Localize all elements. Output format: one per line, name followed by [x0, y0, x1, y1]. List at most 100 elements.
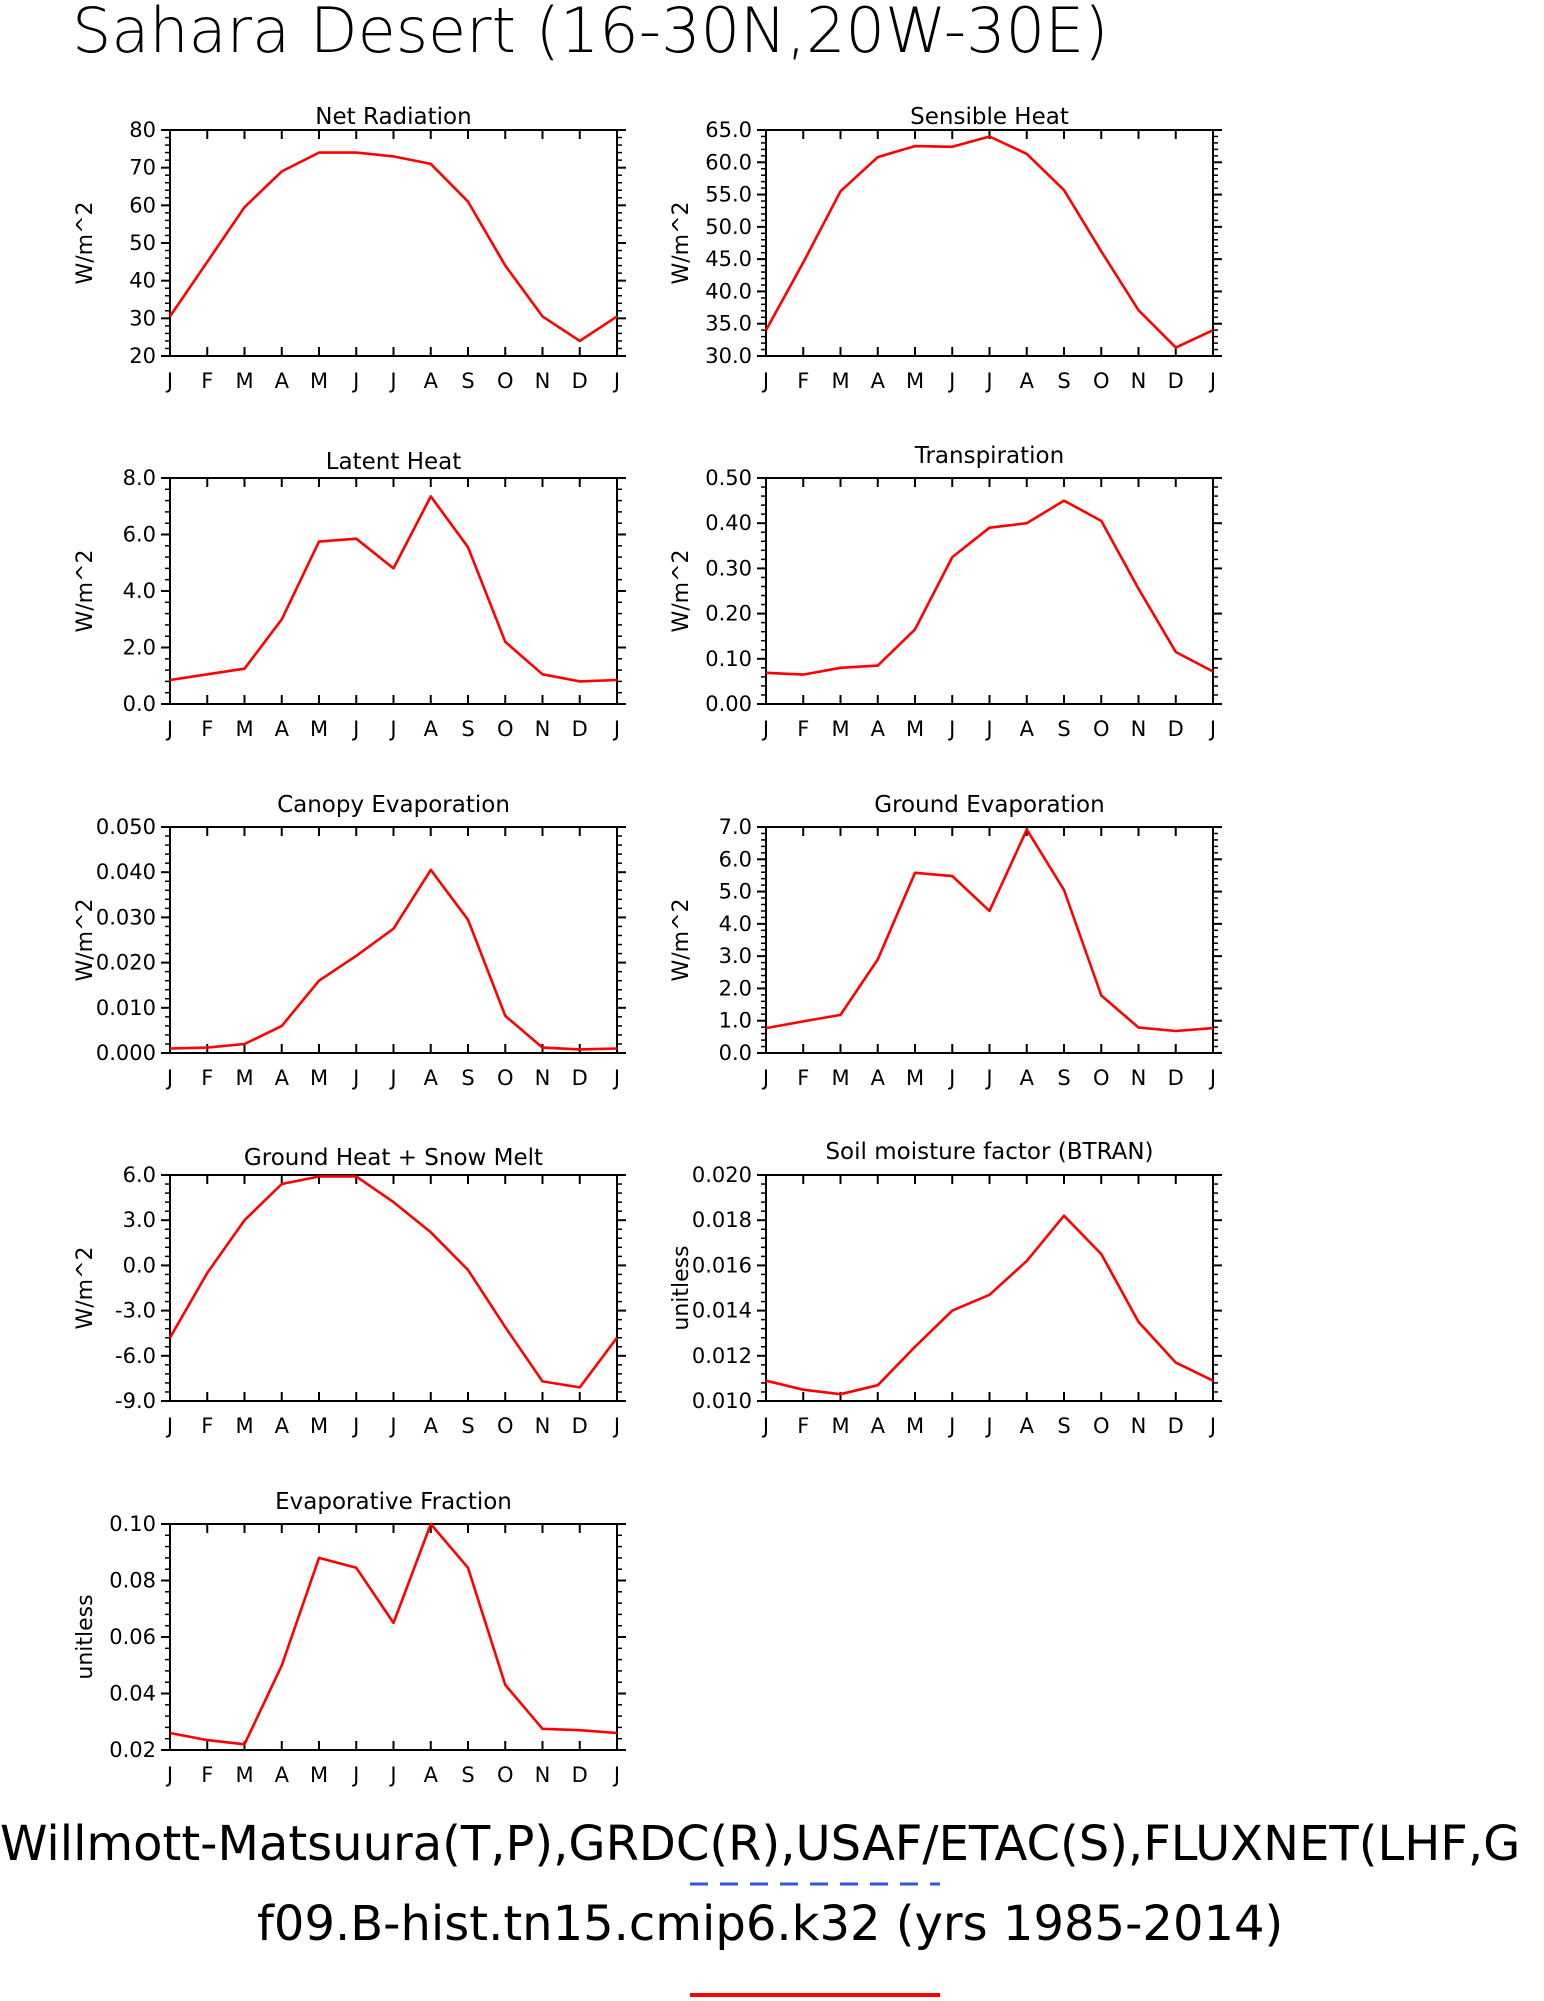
- footer-model-case: f09.B-hist.tn15.cmip6.k32 (yrs 1985-2014…: [257, 1896, 1283, 1952]
- x-tick-label: J: [1208, 1414, 1216, 1438]
- x-tick-label: S: [461, 1414, 474, 1438]
- x-tick-label: J: [388, 717, 396, 741]
- x-tick-label: J: [165, 1763, 173, 1787]
- y-tick-label: 7.0: [719, 815, 752, 839]
- y-tick-label: 60: [129, 193, 156, 217]
- x-tick-label: M: [906, 369, 924, 393]
- x-tick-label: M: [235, 1414, 253, 1438]
- x-tick-label: J: [1208, 1066, 1216, 1090]
- x-tick-label: M: [310, 1066, 328, 1090]
- x-tick-label: F: [797, 369, 809, 393]
- y-tick-label: 0.40: [705, 511, 752, 535]
- y-tick-label: 0.30: [705, 556, 752, 580]
- y-tick-label: 0.012: [692, 1344, 752, 1368]
- x-tick-label: J: [351, 717, 359, 741]
- y-tick-label: 3.0: [123, 1208, 156, 1232]
- x-tick-label: S: [461, 717, 474, 741]
- x-tick-label: O: [497, 1414, 514, 1438]
- x-tick-label: J: [947, 717, 955, 741]
- x-tick-label: M: [831, 1066, 849, 1090]
- x-tick-label: N: [1131, 369, 1147, 393]
- x-tick-label: J: [351, 1066, 359, 1090]
- x-tick-label: J: [388, 1763, 396, 1787]
- x-tick-label: M: [831, 717, 849, 741]
- x-tick-label: F: [201, 717, 213, 741]
- x-tick-label: O: [1093, 1414, 1110, 1438]
- plot-frame: [169, 1523, 618, 1751]
- y-axis-label: W/m^2: [669, 201, 694, 284]
- x-tick-label: D: [1168, 717, 1184, 741]
- x-tick-label: F: [201, 1763, 213, 1787]
- x-tick-label: S: [1057, 717, 1070, 741]
- y-axis-label: W/m^2: [73, 201, 98, 284]
- y-tick-label: 40.0: [705, 279, 752, 303]
- x-tick-label: J: [351, 1414, 359, 1438]
- x-tick-label: D: [572, 1763, 588, 1787]
- x-tick-label: M: [235, 717, 253, 741]
- panel-title: Evaporative Fraction: [275, 1489, 512, 1515]
- x-tick-label: F: [797, 717, 809, 741]
- y-tick-label: -3.0: [115, 1299, 156, 1323]
- x-tick-label: D: [1168, 369, 1184, 393]
- y-tick-label: 20: [129, 344, 156, 368]
- x-tick-label: A: [275, 1066, 290, 1090]
- x-tick-label: J: [984, 1066, 992, 1090]
- panel-title: Ground Heat + Snow Melt: [244, 1145, 543, 1171]
- x-tick-label: J: [612, 369, 620, 393]
- x-tick-label: F: [201, 1066, 213, 1090]
- x-tick-label: M: [831, 1414, 849, 1438]
- x-tick-label: M: [310, 369, 328, 393]
- x-tick-label: J: [761, 369, 769, 393]
- x-tick-label: M: [235, 1066, 253, 1090]
- x-tick-label: O: [497, 717, 514, 741]
- plot-frame: [765, 826, 1214, 1054]
- x-tick-label: D: [572, 1414, 588, 1438]
- y-tick-label: 0.018: [692, 1208, 752, 1232]
- y-tick-label: 65.0: [705, 118, 752, 142]
- x-tick-label: J: [1208, 369, 1216, 393]
- x-tick-label: M: [906, 1414, 924, 1438]
- x-tick-label: F: [201, 369, 213, 393]
- series-line: [764, 135, 1214, 349]
- x-tick-label: J: [761, 1414, 769, 1438]
- panel-title: Net Radiation: [315, 104, 471, 130]
- x-tick-label: A: [871, 717, 886, 741]
- x-tick-label: S: [1057, 1066, 1070, 1090]
- x-tick-label: J: [761, 717, 769, 741]
- y-axis-label: unitless: [669, 1245, 694, 1330]
- x-tick-label: J: [165, 369, 173, 393]
- series-line: [765, 499, 1214, 676]
- y-tick-label: 1.0: [719, 1009, 752, 1033]
- y-tick-label: 0.06: [109, 1625, 156, 1649]
- x-tick-label: J: [351, 369, 359, 393]
- x-tick-label: N: [535, 1414, 551, 1438]
- y-axis-label: W/m^2: [669, 549, 694, 632]
- plot-frame: [765, 129, 1214, 357]
- y-tick-label: 0.10: [705, 647, 752, 671]
- x-tick-label: O: [1093, 1066, 1110, 1090]
- y-tick-label: 0.02: [109, 1738, 156, 1762]
- x-tick-label: J: [947, 1066, 955, 1090]
- x-tick-label: D: [572, 369, 588, 393]
- x-tick-label: A: [871, 1066, 886, 1090]
- y-tick-label: 70: [129, 156, 156, 180]
- x-tick-label: J: [947, 369, 955, 393]
- x-tick-label: N: [1131, 1066, 1147, 1090]
- x-tick-label: M: [310, 1763, 328, 1787]
- y-tick-label: 0.050: [96, 815, 156, 839]
- x-tick-label: J: [612, 717, 620, 741]
- y-axis-label: W/m^2: [73, 549, 98, 632]
- x-tick-label: A: [1020, 1414, 1035, 1438]
- x-tick-label: A: [424, 1763, 439, 1787]
- x-tick-label: N: [535, 369, 551, 393]
- y-tick-label: 8.0: [123, 466, 156, 490]
- y-tick-label: 55.0: [705, 183, 752, 207]
- y-tick-label: 0.04: [109, 1682, 156, 1706]
- y-tick-label: 0.08: [109, 1569, 156, 1593]
